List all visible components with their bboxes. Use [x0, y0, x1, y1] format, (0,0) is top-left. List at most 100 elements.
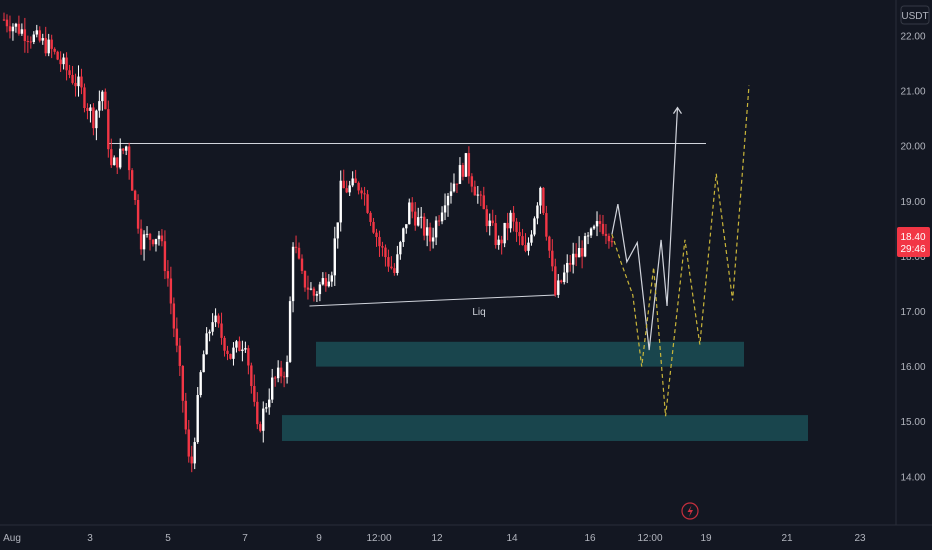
candle-body	[372, 221, 375, 233]
candle-body	[497, 239, 500, 246]
candle-down	[127, 142, 131, 180]
candle-down	[357, 181, 360, 195]
candle-body	[309, 288, 313, 290]
candle-body	[545, 213, 548, 237]
candle-body	[47, 39, 50, 54]
price-scale[interactable]	[896, 0, 932, 550]
candle-body	[333, 238, 336, 276]
candle-body	[563, 272, 566, 283]
candle-body	[393, 268, 396, 273]
demand-zones-layer	[282, 341, 808, 441]
candle-body	[268, 399, 271, 408]
candle-body	[41, 38, 44, 41]
candle-up	[417, 207, 420, 227]
candle-body	[163, 241, 167, 272]
candle-body	[571, 253, 575, 265]
candle-body	[342, 180, 345, 189]
price-tick-label: 22.00	[900, 32, 925, 43]
candle-up	[583, 232, 587, 258]
candle-body	[384, 247, 387, 258]
candle-body	[491, 220, 494, 224]
time-tick-label: 3	[87, 533, 93, 544]
candle-body	[396, 254, 399, 273]
candle-down	[279, 360, 283, 384]
candle-body	[107, 109, 110, 150]
candle-up	[235, 339, 238, 353]
candle-down	[306, 275, 310, 300]
current-price-tag: 18.40 29:46	[897, 227, 930, 257]
candle-body	[357, 182, 360, 191]
candle-down	[554, 258, 557, 297]
candle-up	[211, 313, 214, 336]
candle-up	[503, 222, 506, 248]
candle-down	[300, 254, 304, 274]
candle-body	[431, 237, 435, 242]
liquidity-label: Liq	[472, 307, 485, 318]
candle-down	[151, 238, 155, 247]
candle-body	[327, 281, 331, 287]
candle-down	[467, 146, 471, 184]
candle-up	[35, 24, 38, 38]
candle-up	[464, 152, 468, 178]
candle-body	[607, 235, 611, 242]
candle-body	[32, 34, 35, 42]
candle-down	[26, 35, 30, 54]
candle-up	[124, 145, 128, 156]
candle-body	[408, 202, 411, 225]
candle-up	[577, 236, 581, 258]
candle-body	[318, 284, 322, 295]
candle-down	[437, 215, 441, 226]
lightning-icon[interactable]	[681, 502, 699, 520]
candle-up	[527, 237, 530, 256]
candle-body	[363, 193, 366, 195]
candle-body	[276, 367, 280, 379]
candle-body	[50, 39, 53, 49]
candle-body	[8, 26, 12, 32]
candle-down	[381, 241, 384, 257]
candle-body	[80, 76, 83, 88]
candle-body	[175, 328, 179, 346]
candle-body	[65, 57, 68, 71]
candle-up	[589, 227, 593, 239]
candle-body	[220, 323, 223, 338]
candle-body	[378, 236, 381, 247]
candle-body	[259, 424, 262, 431]
candle-down	[375, 228, 378, 247]
candle-up	[262, 401, 265, 443]
candle-up	[47, 33, 50, 57]
candle-down	[461, 162, 465, 181]
price-tick-labels: 14.00 15.00 16.00 17.00 18.00 19.00 20.00 21.00…	[900, 32, 925, 484]
candle-body	[574, 253, 578, 258]
time-tick-label: 23	[854, 533, 866, 544]
candle-down	[312, 286, 316, 302]
candle-body	[104, 91, 107, 110]
candle-up	[241, 340, 244, 362]
candle-down	[354, 169, 357, 184]
time-tick-label: 14	[506, 533, 518, 544]
candle-down	[473, 180, 477, 196]
candle-body	[536, 205, 539, 219]
candle-body	[5, 19, 9, 27]
time-tick-labels: Aug 3 5 7 9 12:00 12 14 16 12:00 19 21 23	[3, 533, 866, 544]
candle-up	[157, 230, 161, 246]
candle-up	[476, 186, 480, 204]
candle-down	[548, 235, 551, 258]
candle-body	[330, 275, 333, 282]
candle-body	[205, 333, 208, 355]
drawing-lines-layer: Liq	[108, 142, 706, 318]
candle-body	[247, 348, 250, 366]
candle-up	[595, 211, 599, 237]
currency-button[interactable]: USDT	[900, 5, 930, 25]
candle-up	[336, 222, 339, 249]
candle-body	[68, 70, 71, 75]
candle-body	[214, 315, 217, 323]
candle-down	[122, 148, 125, 155]
candle-down	[604, 224, 608, 245]
candle-body	[265, 407, 268, 409]
candle-body	[470, 176, 474, 187]
candle-up	[351, 171, 354, 188]
candle-up	[265, 403, 268, 413]
time-tick-label: 16	[584, 533, 596, 544]
